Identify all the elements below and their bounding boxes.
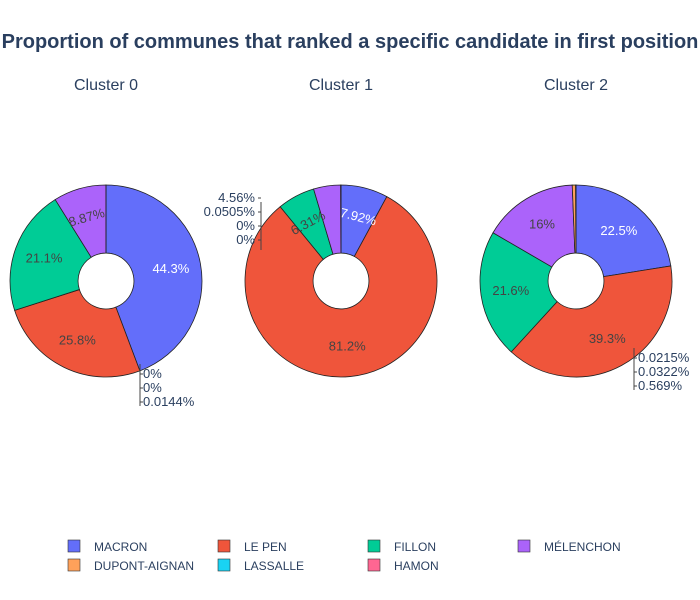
legend-item-macron[interactable]: MACRON xyxy=(67,539,147,554)
subplot-title: Cluster 2 xyxy=(544,77,608,94)
pie-cluster-0: Cluster 044.3%25.8%21.1%8.87%0%0%0.0144% xyxy=(9,77,203,409)
outside-labels: 4.56%0.0505%0%0% xyxy=(204,190,262,250)
slice-label-outside: 0.0144% xyxy=(143,394,195,409)
legend-item-le-pen[interactable]: LE PEN xyxy=(217,539,287,554)
legend-label: MACRON xyxy=(94,540,147,554)
subplot-title: Cluster 1 xyxy=(309,77,373,94)
slice-label-outside: 0.0505% xyxy=(204,204,256,219)
pie-cluster-1: Cluster 17.92%81.2%6.31%4.56%0.0505%0%0% xyxy=(204,77,438,378)
slice-label-outside: 4.56% xyxy=(218,190,255,205)
slice-label-outside: 0.0322% xyxy=(638,364,690,379)
slice-label: 25.8% xyxy=(59,332,96,347)
legend-label: LE PEN xyxy=(244,540,287,554)
legend-swatch xyxy=(217,558,231,572)
slice-label-outside: 0% xyxy=(143,380,162,395)
slice-fillon xyxy=(9,198,92,311)
slice-label: 39.3% xyxy=(589,331,626,346)
slice-label-outside: 0% xyxy=(236,232,255,247)
legend-swatch xyxy=(517,539,531,553)
legend-swatch xyxy=(367,558,381,572)
slice-le-pen xyxy=(14,289,141,378)
legend-swatch xyxy=(367,539,381,553)
slice-macron xyxy=(575,184,672,278)
legend-swatch xyxy=(217,539,231,553)
pie-cluster-2: Cluster 2 22.5% 39.3% 21.6% 16% 0.0215%0.0322… xyxy=(479,77,690,393)
slice-label: 21.6% xyxy=(492,283,529,298)
legend-swatch xyxy=(67,558,81,572)
legend-label: HAMON xyxy=(394,559,439,573)
legend-item-melenchon[interactable]: MÉLENCHON xyxy=(517,539,621,554)
slice-label-outside: 0% xyxy=(143,366,162,381)
slice-macron xyxy=(105,184,203,372)
slice-label-outside: 0% xyxy=(236,218,255,233)
slice-label: 22.5% xyxy=(600,223,637,238)
legend-label: MÉLENCHON xyxy=(544,539,621,554)
slice-label: 81.2% xyxy=(329,339,366,354)
outside-labels: 0.0215%0.0322%0.569% xyxy=(633,348,690,393)
slice-label: 21.1% xyxy=(26,250,63,265)
outside-labels: 0%0%0.0144% xyxy=(139,364,195,409)
slice-melenchon xyxy=(492,184,576,268)
legend: MACRON LE PEN FILLON MÉLENCHON DUPONT-AIGNAN… xyxy=(67,539,621,573)
pie-charts: Cluster 044.3%25.8%21.1%8.87%0%0%0.0144%… xyxy=(9,77,690,409)
slice-label-outside: 0.569% xyxy=(638,378,683,393)
slice-label: 44.3% xyxy=(152,261,189,276)
legend-item-lassalle[interactable]: LASSALLE xyxy=(217,558,304,573)
legend-item-hamon[interactable]: HAMON xyxy=(367,558,439,573)
legend-label: LASSALLE xyxy=(244,559,304,573)
subplot-title: Cluster 0 xyxy=(74,77,138,94)
legend-item-dupont-aignan[interactable]: DUPONT-AIGNAN xyxy=(67,558,194,573)
chart-title: Proportion of communes that ranked a spe… xyxy=(2,31,699,53)
slice-le-pen xyxy=(244,196,438,378)
slice-label: 16% xyxy=(529,216,555,231)
slice-label-outside: 0.0215% xyxy=(638,350,690,365)
slice-fillon xyxy=(479,232,558,353)
legend-swatch xyxy=(67,539,81,553)
slice-le-pen xyxy=(510,265,673,378)
legend-item-fillon[interactable]: FILLON xyxy=(367,539,436,554)
legend-label: DUPONT-AIGNAN xyxy=(94,559,194,573)
legend-label: FILLON xyxy=(394,540,436,554)
